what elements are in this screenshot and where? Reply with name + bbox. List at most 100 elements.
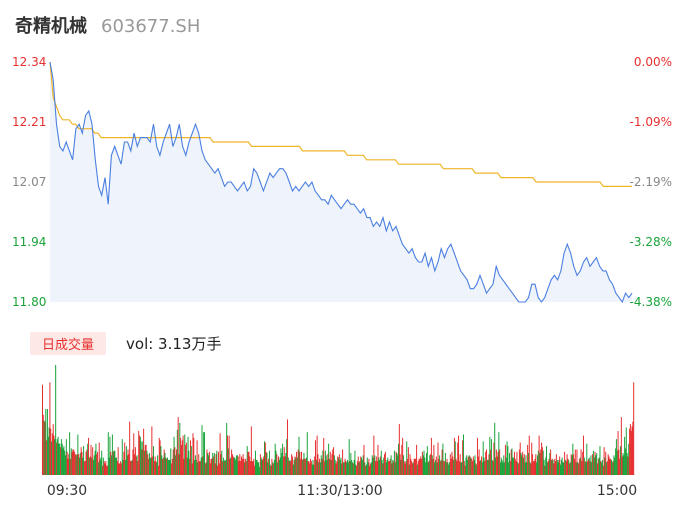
volume-bar: [492, 461, 494, 475]
y-tick-right: -2.19%: [630, 175, 672, 189]
volume-bar: [587, 458, 589, 475]
volume-bar: [139, 435, 141, 475]
volume-bar: [605, 451, 607, 475]
volume-bar: [582, 451, 584, 475]
volume-bar: [537, 450, 539, 475]
volume-bar: [378, 457, 380, 475]
volume-bar: [219, 433, 221, 475]
volume-bar: [495, 449, 497, 475]
volume-bar: [386, 459, 388, 475]
volume-bar: [385, 462, 387, 475]
volume-bar: [474, 455, 476, 475]
volume-bar: [478, 449, 480, 475]
volume-bar: [351, 459, 353, 475]
volume-bar: [319, 462, 321, 475]
volume-bar: [419, 458, 421, 475]
volume-bar: [535, 454, 537, 475]
volume-bar: [457, 442, 459, 475]
volume-bar: [264, 442, 266, 475]
volume-bar: [245, 461, 247, 475]
volume-bar: [456, 461, 458, 475]
volume-bar: [265, 451, 267, 475]
volume-bar: [174, 447, 176, 475]
volume-bar: [266, 453, 268, 475]
volume-bar: [197, 462, 199, 475]
volume-bar: [86, 449, 88, 475]
volume-bar: [490, 439, 492, 475]
volume-bar: [448, 464, 450, 475]
volume-bar: [607, 454, 609, 475]
volume-bar: [360, 456, 362, 475]
volume-bar: [422, 455, 424, 475]
volume-bar: [67, 458, 69, 475]
volume-bar: [177, 417, 179, 475]
volume-bar: [417, 461, 419, 475]
volume-bar: [395, 451, 397, 475]
volume-bar: [617, 431, 619, 475]
volume-bar: [459, 454, 461, 475]
volume-bar: [65, 439, 67, 475]
volume-bar: [193, 437, 195, 475]
volume-bar: [115, 457, 117, 475]
volume-bar: [437, 442, 439, 475]
volume-bar: [628, 443, 630, 475]
volume-bar: [404, 463, 406, 475]
volume-bar: [230, 457, 232, 475]
y-tick-right: -1.09%: [630, 115, 672, 129]
volume-bar: [256, 459, 258, 475]
volume-bar: [550, 459, 552, 475]
volume-bar: [600, 461, 602, 475]
volume-bar: [127, 449, 129, 475]
volume-bar: [357, 456, 359, 475]
volume-bar: [542, 450, 544, 475]
volume-bar: [505, 457, 507, 475]
volume-bar: [370, 463, 372, 475]
volume-bar: [375, 456, 377, 475]
volume-bar: [592, 454, 594, 475]
volume-bar: [51, 441, 53, 475]
volume-bar: [631, 426, 633, 475]
volume-bar: [268, 458, 270, 475]
volume-bar: [473, 459, 475, 475]
volume-bar: [583, 435, 585, 475]
volume-bar: [65, 455, 67, 475]
volume-bar: [484, 461, 486, 475]
volume-bar: [598, 457, 600, 475]
volume-bar: [461, 462, 463, 475]
volume-bar: [187, 436, 189, 475]
volume-bar: [57, 436, 59, 475]
volume-bar: [112, 451, 114, 475]
volume-bar: [610, 458, 612, 475]
volume-bar: [564, 459, 566, 475]
volume-bar: [272, 462, 274, 475]
volume-bar: [619, 458, 621, 475]
volume-bar: [451, 451, 453, 475]
volume-bar: [113, 450, 115, 475]
volume-bar: [371, 455, 373, 475]
volume-bar: [191, 463, 193, 475]
volume-bar: [143, 450, 145, 475]
volume-bar: [426, 446, 428, 475]
volume-bar: [454, 441, 456, 475]
volume-bar: [591, 462, 593, 475]
volume-bar: [55, 442, 57, 475]
volume-bar: [277, 456, 279, 475]
volume-bar: [208, 455, 210, 475]
volume-bar: [135, 456, 137, 475]
volume-bar: [313, 464, 315, 475]
volume-bar: [94, 450, 96, 475]
volume-bar: [629, 428, 631, 475]
volume-bar: [159, 440, 161, 475]
volume-bar: [236, 455, 238, 475]
volume-bar: [192, 433, 194, 475]
volume-bar: [144, 444, 146, 475]
volume-bar: [463, 461, 465, 475]
volume-bar: [571, 455, 573, 475]
volume-bar: [533, 461, 535, 475]
volume-bar: [523, 454, 525, 475]
volume-bar: [487, 459, 489, 475]
volume-bar: [157, 465, 159, 475]
volume-bar: [126, 455, 128, 475]
volume-bar: [564, 451, 566, 475]
volume-bar: [425, 453, 427, 475]
